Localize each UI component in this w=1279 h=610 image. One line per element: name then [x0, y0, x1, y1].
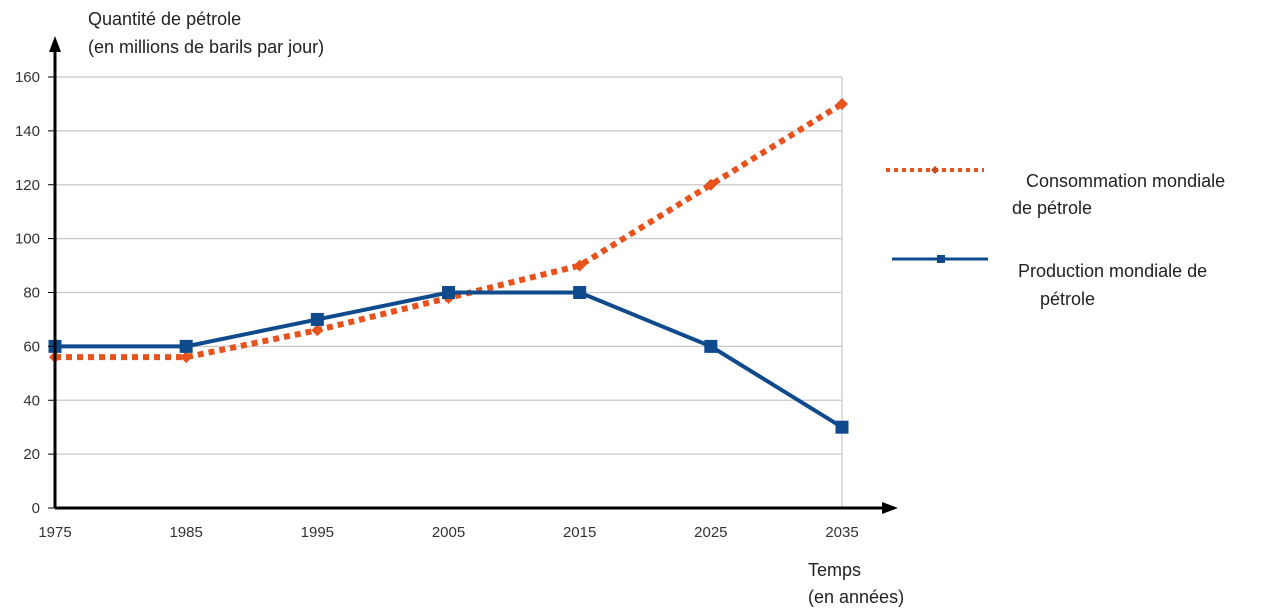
point-production	[835, 420, 849, 434]
point-production	[442, 286, 455, 299]
y-tick-label: 80	[23, 285, 40, 302]
point-consumption	[836, 97, 848, 110]
y-tick-label: 20	[23, 446, 40, 463]
x-tick-label: 1975	[38, 524, 71, 541]
series-line-consumption	[55, 101, 844, 361]
x-tick-label: 2005	[432, 524, 465, 541]
y-tick-label: 40	[23, 392, 40, 409]
y-axis-title-line2: (en millions de barils par jour)	[88, 37, 324, 57]
series-line-production	[55, 290, 844, 429]
y-tick-label: 100	[15, 231, 40, 248]
x-tick-label: 2015	[563, 524, 596, 541]
x-axis-title-line2: (en années)	[808, 587, 904, 607]
legend-label-production-line2: pétrole	[1040, 289, 1095, 309]
legend-marker-consumption	[931, 166, 939, 174]
y-tick-label: 120	[15, 177, 40, 194]
axes	[49, 36, 898, 514]
point-consumption	[704, 178, 717, 191]
point-consumption	[311, 324, 324, 337]
point-production	[179, 339, 193, 353]
legend: Consommation mondiale de pétrole Product…	[886, 166, 1225, 309]
y-tick-label: 60	[23, 338, 40, 355]
legend-label-consumption-line1: Consommation mondiale	[1026, 171, 1225, 191]
y-tick-label: 0	[32, 500, 40, 517]
x-tick-label: 2025	[694, 524, 727, 541]
point-production	[310, 312, 324, 326]
tick-labels: 0 20 40 60 80 100 120 140 160 1975 1985 1995 2005 201…	[15, 69, 859, 541]
y-axis-arrow	[49, 36, 61, 52]
series-layer	[48, 97, 849, 434]
x-tick-label: 2035	[825, 524, 858, 541]
legend-label-consumption-line2: de pétrole	[1012, 198, 1092, 218]
x-tick-label: 1985	[169, 524, 202, 541]
point-consumption	[180, 351, 193, 364]
legend-label-production-line1: Production mondiale de	[1018, 261, 1207, 281]
point-production	[704, 339, 718, 353]
point-consumption	[573, 259, 586, 272]
x-axis-title-line1: Temps	[808, 560, 861, 580]
legend-marker-production	[937, 255, 945, 263]
x-tick-label: 1995	[301, 524, 334, 541]
point-production	[573, 286, 587, 299]
y-tick-label: 160	[15, 69, 40, 86]
y-tick-label: 140	[15, 123, 40, 140]
y-axis-title-line1: Quantité de pétrole	[88, 9, 241, 29]
x-axis-arrow	[882, 502, 898, 514]
